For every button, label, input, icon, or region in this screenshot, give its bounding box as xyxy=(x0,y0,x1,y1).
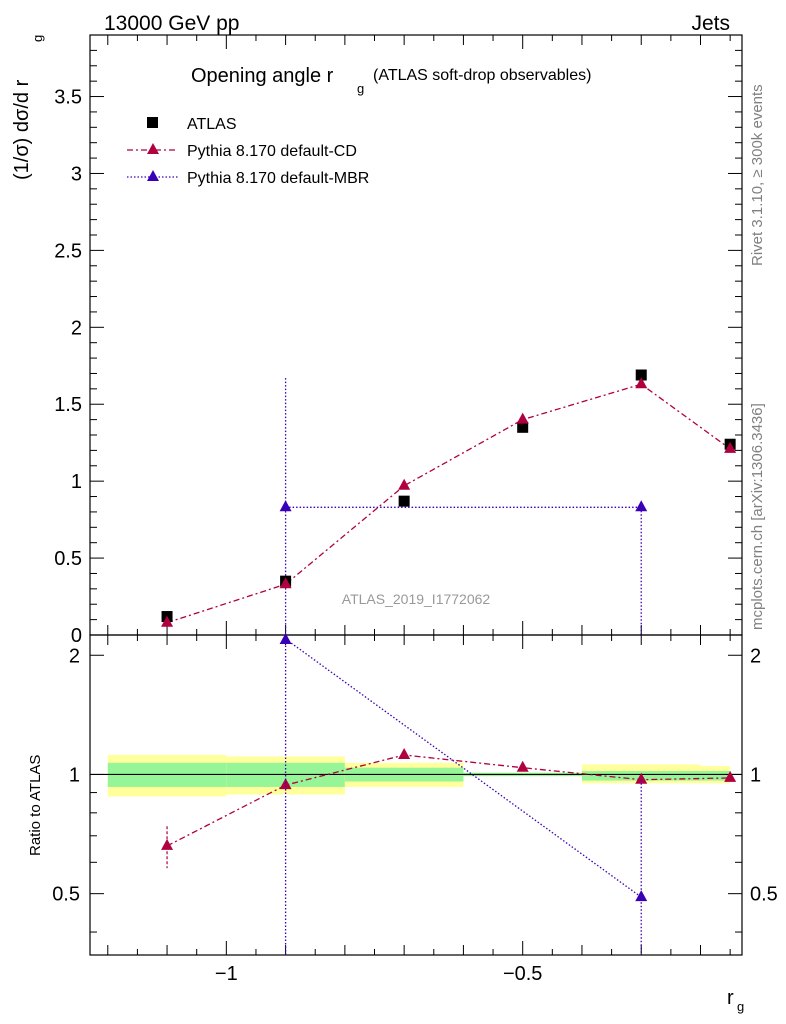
ratio-y-tick-label-right: 0.5 xyxy=(750,884,778,906)
cd-point xyxy=(161,615,174,627)
header-right: Jets xyxy=(691,12,730,35)
x-tick-label: −0.5 xyxy=(503,963,542,985)
ratio-mbr-point xyxy=(279,633,292,644)
ratio-panel: −1 −0.5 0.5 0.5 1 1 2 2 xyxy=(52,633,778,985)
cd-point xyxy=(724,441,737,453)
header-left: 13000 GeV pp xyxy=(104,12,239,35)
mbr-point xyxy=(279,500,292,512)
legend: ATLAS Pythia 8.170 default-CD Pythia 8.1… xyxy=(127,116,369,187)
ratio-mbr-point xyxy=(635,890,648,902)
y-tick-label: 3 xyxy=(71,163,82,185)
svg-text:g: g xyxy=(30,35,45,42)
ratio-frame xyxy=(89,634,743,956)
legend-marker-mbr xyxy=(147,170,159,181)
rivet-label: Rivet 3.1.10, ≥ 300k events xyxy=(749,84,766,266)
mcplots-label: mcplots.cern.ch [arXiv:1306.3436] xyxy=(749,403,766,630)
ratio-y-tick-label: 1 xyxy=(69,764,80,786)
cd-line xyxy=(166,383,731,624)
ratio-cd-point xyxy=(724,770,737,782)
chart-title-subscript: g xyxy=(357,81,364,96)
ratio-y-tick-label: 0.5 xyxy=(52,884,80,906)
legend-label-atlas: ATLAS xyxy=(187,116,237,133)
y-tick-label: 1.5 xyxy=(54,394,82,416)
atlas-point xyxy=(398,495,410,507)
y-axis-label-main-subscript: g xyxy=(30,35,45,42)
main-panel: 0 0.5 1 1.5 2 2.5 3 3.5 xyxy=(54,34,743,955)
mbr-point xyxy=(635,500,648,512)
y-tick-label: 0.5 xyxy=(54,548,82,570)
ratio-band-inner xyxy=(700,771,730,781)
ratio-cd-point xyxy=(398,747,411,759)
cd-point xyxy=(635,377,648,389)
legend-label-mbr: Pythia 8.170 default-MBR xyxy=(187,170,369,187)
cd-point xyxy=(398,478,411,490)
svg-text:(1/σ) dσ/d r: (1/σ) dσ/d r xyxy=(11,79,33,180)
ratio-y-tick-label: 2 xyxy=(69,645,80,667)
legend-marker-cd xyxy=(147,143,159,154)
x-axis-label-subscript: g xyxy=(737,999,744,1014)
y-tick-label: 1 xyxy=(71,471,82,493)
legend-label-cd: Pythia 8.170 default-CD xyxy=(187,143,357,160)
y-tick-label: 2 xyxy=(71,317,82,339)
atlas-point xyxy=(517,421,529,433)
y-tick-label: 2.5 xyxy=(54,240,82,262)
cd-point xyxy=(279,577,292,589)
chart-title-extra: (ATLAS soft-drop observables) xyxy=(373,67,591,84)
atlas-point xyxy=(635,369,647,381)
svg-text:Ratio to ATLAS: Ratio to ATLAS xyxy=(27,755,44,856)
analysis-watermark: ATLAS_2019_I1772062 xyxy=(342,591,491,607)
y-tick-label: 0 xyxy=(71,625,82,647)
x-tick-label: −1 xyxy=(215,963,238,985)
legend-marker-atlas xyxy=(147,117,158,128)
y-tick-label: 3.5 xyxy=(54,87,82,109)
cd-point xyxy=(516,412,529,424)
y-axis-label-main: (1/σ) dσ/d r xyxy=(11,79,33,180)
ratio-y-tick-label-right: 2 xyxy=(750,645,761,667)
y-axis-label-ratio: Ratio to ATLAS xyxy=(27,755,44,856)
ratio-cd-point xyxy=(279,778,292,790)
ratio-cd-line xyxy=(166,754,731,847)
ratio-y-tick-label-right: 1 xyxy=(750,764,761,786)
svg-text:Rivet 3.1.10, ≥ 300k events: Rivet 3.1.10, ≥ 300k events xyxy=(749,84,766,266)
ratio-cd-point xyxy=(516,760,529,772)
svg-text:mcplots.cern.ch [arXiv:1306.34: mcplots.cern.ch [arXiv:1306.3436] xyxy=(749,403,766,630)
ratio-cd-point xyxy=(635,772,648,784)
chart-title: Opening angle r xyxy=(191,65,334,87)
ratio-cd-point xyxy=(161,838,174,850)
x-axis-label: r xyxy=(727,987,734,1009)
